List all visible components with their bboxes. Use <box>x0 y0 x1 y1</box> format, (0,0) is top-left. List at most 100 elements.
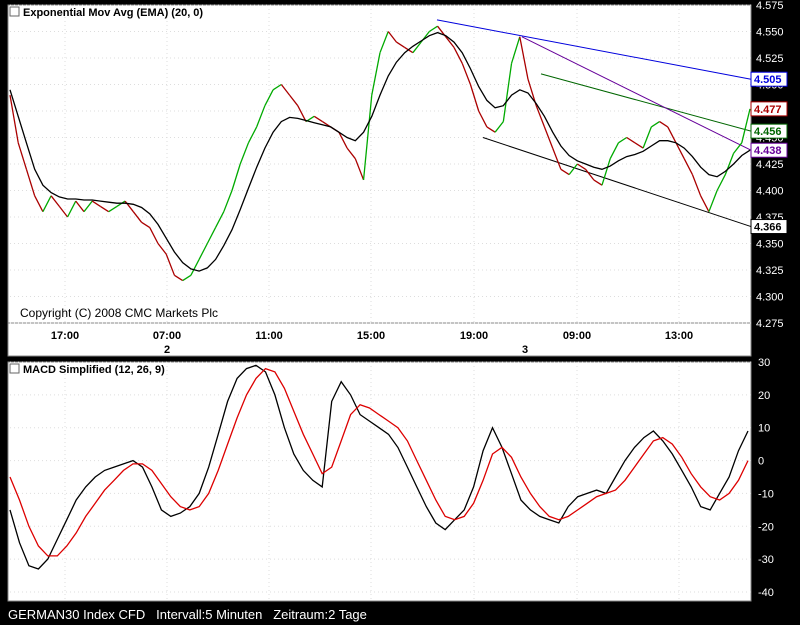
price-segment <box>247 126 258 144</box>
value-label-box <box>750 219 788 235</box>
interval-label: Intervall:5 Minuten <box>156 607 263 622</box>
price-segment <box>691 174 702 197</box>
time-axis-strip <box>7 322 752 357</box>
price-segment <box>9 94 19 143</box>
price-segment <box>502 63 513 122</box>
price-tick-label: 4.400 <box>756 186 784 198</box>
price-series <box>9 25 751 282</box>
price-segment <box>675 142 685 159</box>
macd-tick-label: -10 <box>758 488 774 500</box>
price-segment <box>552 147 562 170</box>
price-segment <box>486 126 496 133</box>
price-tick-label: 4.425 <box>756 159 784 171</box>
price-segment <box>741 108 751 143</box>
price-segment <box>593 179 603 186</box>
price-panel-close-icon[interactable] <box>9 6 20 17</box>
price-segment <box>659 121 669 128</box>
value-label-box <box>750 101 788 117</box>
price-segment <box>396 41 406 48</box>
price-segment <box>256 105 266 128</box>
price-segment <box>25 169 36 196</box>
time-tick-label: 09:00 <box>563 330 591 342</box>
macd-tick-label: -20 <box>758 521 774 533</box>
price-segment <box>354 158 365 181</box>
trendline <box>436 19 752 80</box>
price-segment <box>214 211 225 228</box>
day-label: 3 <box>522 344 528 356</box>
price-segment <box>650 121 660 128</box>
price-segment <box>387 31 397 43</box>
time-tick-label: 11:00 <box>255 330 283 342</box>
price-segment <box>683 158 694 175</box>
price-segment <box>17 142 28 170</box>
trendline <box>540 73 752 132</box>
price-segment <box>716 174 726 191</box>
price-segment <box>362 95 373 180</box>
price-segment <box>83 200 93 213</box>
price-segment <box>223 190 233 212</box>
price-segment <box>149 227 159 244</box>
price-segment <box>108 205 118 213</box>
price-segment <box>272 83 282 91</box>
price-tick-label: 4.525 <box>756 53 784 65</box>
footer-bar: GERMAN30 Index CFD Intervall:5 Minuten Z… <box>8 607 367 622</box>
signal-series-line <box>9 367 749 557</box>
macd-axis: -40 -30 -20 -10 0 10 20 30 <box>758 357 774 599</box>
price-tick-label: 4.325 <box>756 265 784 277</box>
price-segment <box>543 126 554 149</box>
price-segment <box>461 63 472 85</box>
time-axis: 17:00 07:00 11:00 15:00 19:00 09:00 13:00 2 3 <box>51 330 693 356</box>
price-segment <box>412 41 422 54</box>
price-segment <box>379 31 389 53</box>
price-segment <box>585 168 595 181</box>
value-label-box <box>750 142 788 158</box>
price-tick-label: 4.350 <box>756 239 784 251</box>
price-segment <box>478 110 488 128</box>
macd-tick-label: -40 <box>758 587 774 599</box>
price-segment <box>198 243 208 260</box>
price-segment <box>280 84 291 96</box>
price-segment <box>264 89 274 106</box>
macd-panel-close-icon[interactable] <box>9 363 20 374</box>
price-segment <box>58 206 69 218</box>
instrument-name: GERMAN30 Index CFD <box>8 607 146 622</box>
range-label: Zeitraum:2 Tage <box>273 607 367 622</box>
price-segment <box>568 163 578 175</box>
time-tick-label: 13:00 <box>665 330 693 342</box>
price-segment <box>428 25 438 33</box>
price-segment <box>733 142 743 154</box>
price-segment <box>535 105 546 128</box>
value-label: 4.505 <box>754 74 782 86</box>
price-segment <box>297 105 307 122</box>
copyright-text: Copyright (C) 2008 CMC Markets Plc <box>20 306 218 320</box>
price-segment <box>576 163 586 170</box>
macd-series-line <box>9 364 749 570</box>
price-segment <box>371 52 381 96</box>
price-segment <box>313 115 323 123</box>
price-segment <box>724 153 735 175</box>
price-segment <box>338 131 348 149</box>
price-segment <box>157 243 167 255</box>
value-label: 4.477 <box>754 104 782 116</box>
macd-tick-label: 20 <box>758 390 770 402</box>
macd-tick-label: 30 <box>758 357 770 369</box>
price-segment <box>453 47 463 64</box>
price-segment <box>560 168 570 176</box>
price-segment <box>42 195 52 212</box>
price-segment <box>50 195 60 207</box>
macd-tick-label: 10 <box>758 423 770 435</box>
value-label-box <box>750 123 788 139</box>
price-segment <box>634 142 644 149</box>
time-tick-label: 15:00 <box>357 330 385 342</box>
price-segment <box>239 142 250 165</box>
price-tick-label: 4.275 <box>756 318 784 330</box>
day-label: 2 <box>164 344 170 356</box>
macd-panel-title: MACD Simplified (12, 26, 9) <box>23 364 165 376</box>
price-segment <box>231 163 241 191</box>
macd-panel <box>7 361 752 602</box>
price-segment <box>469 84 480 112</box>
price-segment <box>601 158 611 186</box>
price-segment <box>91 200 101 207</box>
price-segment <box>519 36 529 80</box>
value-label: 4.456 <box>754 126 782 138</box>
